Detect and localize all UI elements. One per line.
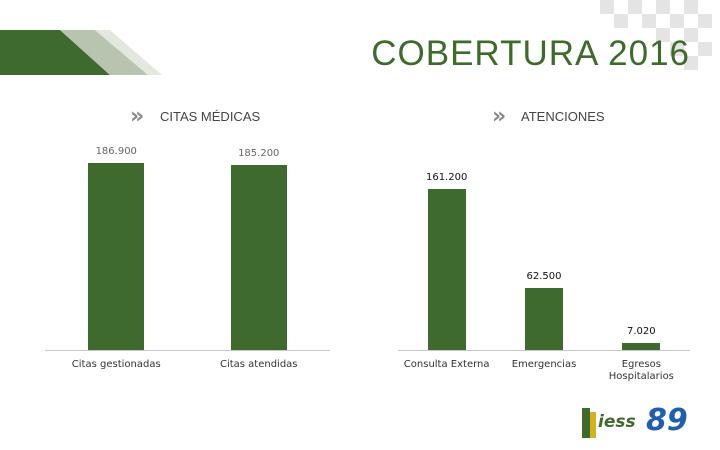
x-tick-label: Citas atendidas bbox=[219, 359, 298, 370]
logo-number: 89 bbox=[646, 403, 688, 438]
x-axis bbox=[398, 350, 690, 351]
x-tick-label: Emergencias bbox=[511, 359, 577, 370]
x-tick-label: Citas gestionadas bbox=[71, 359, 161, 370]
bar bbox=[622, 342, 661, 350]
bullet-icon: » bbox=[130, 104, 145, 129]
value-label: 185.200 bbox=[238, 147, 280, 159]
slide-title: COBERTURA 2016 bbox=[371, 34, 690, 73]
logo-name: iess bbox=[598, 412, 636, 432]
x-axis bbox=[45, 350, 330, 351]
bar bbox=[230, 164, 287, 350]
x-tick-label: Egresos Hospitalarios bbox=[608, 359, 674, 382]
bullet-icon: » bbox=[492, 104, 507, 129]
x-tick-label: Consulta Externa bbox=[403, 359, 490, 370]
value-label: 7.020 bbox=[627, 325, 656, 337]
value-label: 161.200 bbox=[425, 171, 468, 183]
value-label: 62.500 bbox=[526, 270, 562, 282]
bar bbox=[525, 287, 563, 350]
chart-title: ATENCIONES bbox=[521, 109, 605, 124]
value-label: 186.900 bbox=[95, 146, 137, 158]
bar bbox=[88, 163, 145, 350]
bar bbox=[427, 188, 466, 350]
chart-title: CITAS MÉDICAS bbox=[160, 109, 261, 124]
